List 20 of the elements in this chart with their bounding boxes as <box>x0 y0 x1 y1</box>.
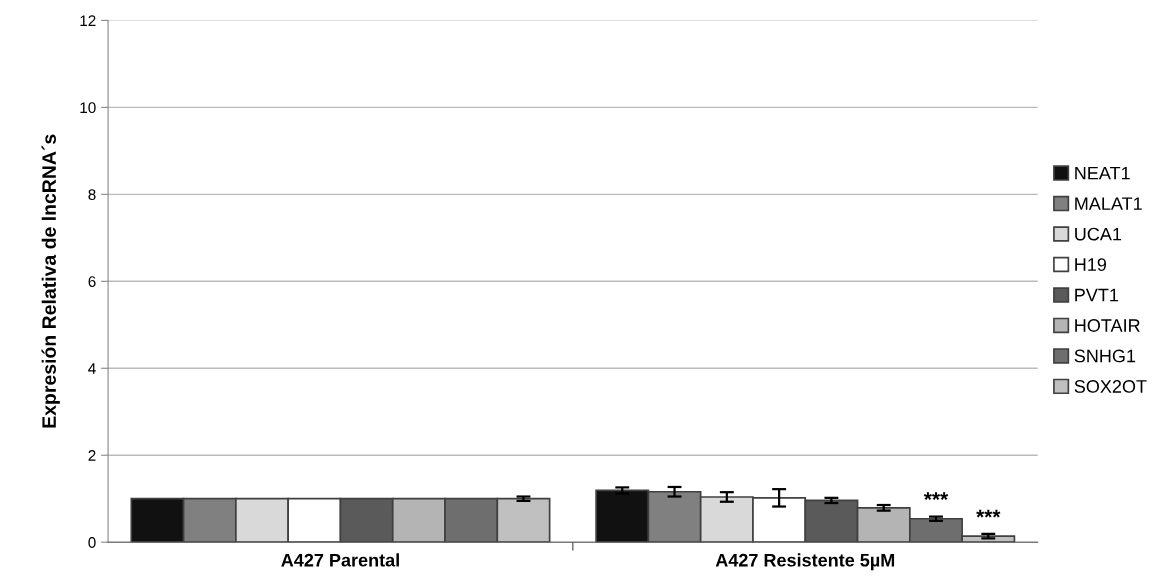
legend-label: HOTAIR <box>1075 319 1140 332</box>
legend-label: NEAT1 <box>1075 166 1130 180</box>
legend-label: SNHG1 <box>1074 349 1136 363</box>
x-tick-label: A427 Parental <box>281 553 399 567</box>
y-tick-label: 0 <box>88 537 96 548</box>
legend-label: SOX2OT <box>1074 380 1147 393</box>
y-tick-label: 4 <box>88 363 96 374</box>
legend-label: MALAT1 <box>1075 197 1142 210</box>
y-tick-label: 12 <box>80 15 96 26</box>
data-label: *** <box>976 509 1001 518</box>
y-tick-label: 6 <box>88 276 96 287</box>
legend-label: UCA1 <box>1075 227 1122 241</box>
y-tick-label: 8 <box>88 189 96 201</box>
y-axis-title: Expresión Relativa de lncRNA´s <box>41 134 60 428</box>
x-tick-label: A427 Resistente 5µM <box>715 553 895 571</box>
data-label: *** <box>923 492 949 501</box>
y-tick-label: 2 <box>88 450 96 461</box>
legend-label: PVT1 <box>1075 288 1119 302</box>
legend-label: H19 <box>1075 258 1107 271</box>
y-tick-label: 10 <box>80 102 96 114</box>
